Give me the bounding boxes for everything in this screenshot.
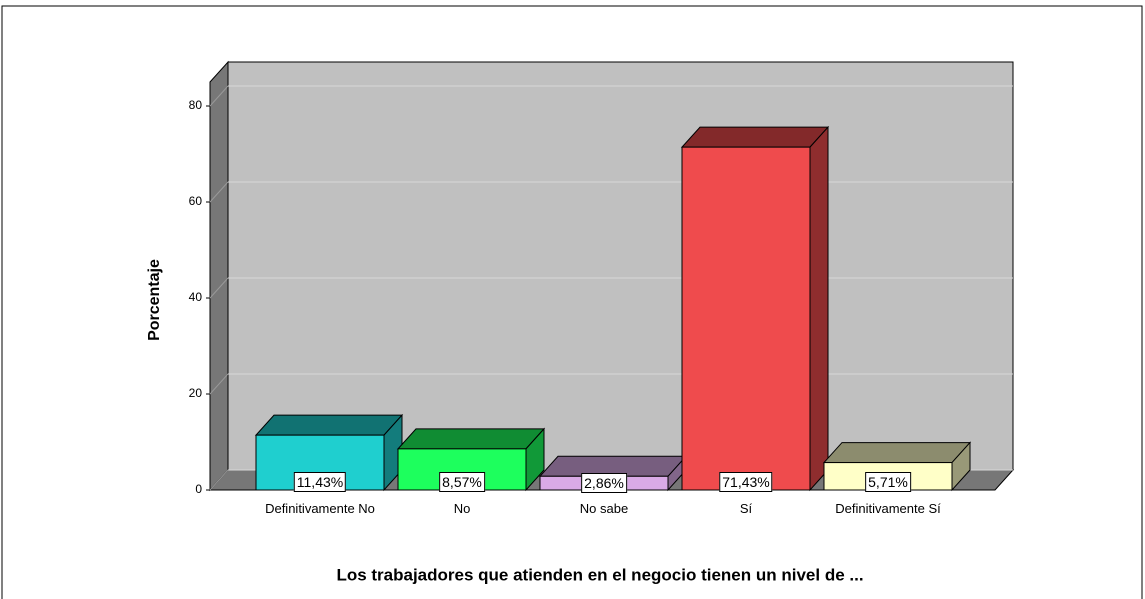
bar (681, 146, 811, 491)
x-tick-label: No (453, 501, 471, 516)
bar-top (680, 126, 830, 148)
y-tick-label: 20 (189, 386, 203, 400)
value-label: 5,71% (865, 472, 911, 492)
value-label: 2,86% (581, 473, 627, 494)
y-axis-title: Porcentaje (146, 259, 163, 341)
side-wall (209, 60, 229, 492)
grid-line-side (209, 181, 229, 203)
y-tick-label: 0 (195, 482, 202, 496)
y-tick-label: 40 (189, 290, 203, 304)
value-label: 11,43% (293, 472, 347, 492)
x-tick-label: Sí (739, 501, 753, 516)
y-tick-label: 80 (189, 98, 203, 112)
bar-top (396, 428, 546, 450)
bar-top (822, 442, 972, 464)
y-tick-label: 60 (189, 194, 203, 208)
grid-line-side (209, 277, 229, 299)
x-tick-label: Definitivamente Sí (835, 501, 941, 516)
back-wall (227, 61, 1014, 471)
value-label: 71,43% (719, 472, 773, 492)
grid-line-side (209, 85, 229, 107)
frame (1, 5, 1143, 599)
bar-side (809, 125, 829, 492)
grid-line-side (209, 373, 229, 395)
grid-line-side (209, 469, 229, 491)
x-tick-label: Definitivamente No (265, 501, 375, 516)
value-label: 8,57% (439, 472, 485, 492)
bar-top (254, 414, 404, 436)
x-tick-label: No sabe (579, 501, 629, 516)
x-axis-title: Los trabajadores que atienden en el nego… (336, 565, 863, 584)
